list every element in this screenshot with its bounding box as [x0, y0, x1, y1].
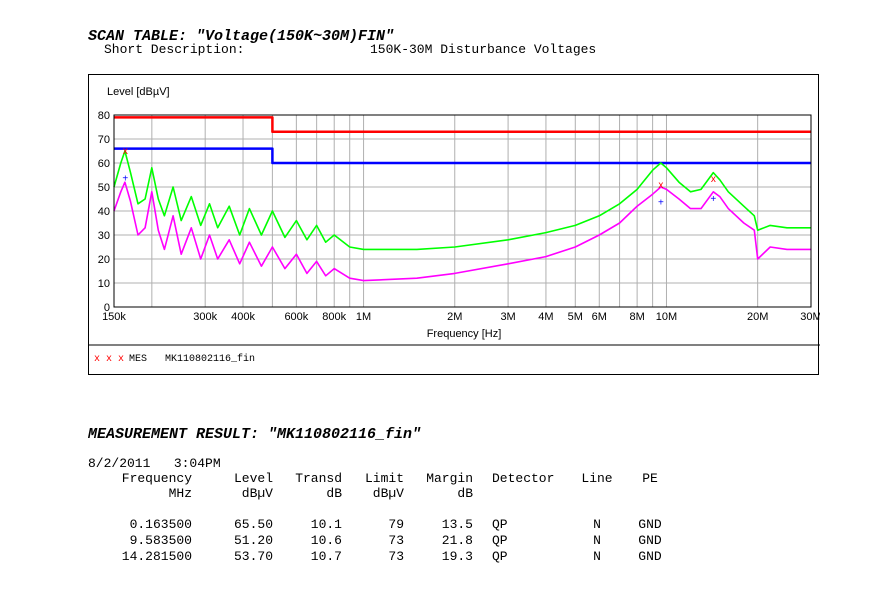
series-layer: [113, 116, 811, 282]
x-tick-label: 10M: [656, 311, 677, 323]
spectrum-trace: [113, 150, 811, 251]
table-cell: QP: [492, 549, 508, 564]
qp-marker: +: [658, 197, 664, 208]
table-cell: N: [593, 549, 601, 564]
x-axis-label: Frequency [Hz]: [427, 328, 502, 340]
table-header: Transd: [295, 471, 342, 486]
emi-spectrum-chart: x x x + + + 0 10 20 30 40 50 60 70 80 150k 300k 400k 600k…: [89, 86, 820, 365]
y-tick-label: 0: [104, 302, 110, 314]
table-cell: 51.20: [233, 533, 273, 548]
table-header-unit: dB: [457, 486, 473, 501]
table-header-unit: dB: [326, 486, 342, 501]
x-tick-label: 150k: [102, 311, 126, 323]
table-header-unit: dBµV: [372, 486, 404, 501]
table-cell: 65.50: [233, 517, 273, 532]
plot-area-border: [113, 114, 812, 308]
table-cell: 19.3: [441, 549, 473, 564]
table-cell: 9.583500: [129, 533, 192, 548]
table-cell: QP: [492, 533, 508, 548]
table-cell: GND: [638, 549, 662, 564]
table-header-unit: dBµV: [241, 486, 273, 501]
table-cell: 10.1: [310, 517, 342, 532]
measurement-datetime: 8/2/2011 3:04PM: [88, 456, 221, 471]
x-tick-label: 3M: [500, 311, 515, 323]
table-cell: N: [593, 533, 601, 548]
table-cell: 73: [388, 549, 404, 564]
peak-marker: x: [658, 180, 663, 191]
y-axis-label: Level [dBµV]: [107, 86, 170, 98]
x-tick-label: 6M: [592, 311, 607, 323]
short-description-label: Short Description:: [104, 42, 245, 57]
peak-marker: x: [711, 174, 716, 185]
table-cell: GND: [638, 517, 662, 532]
spectrum-trace: [113, 181, 811, 282]
x-tick-label: 800k: [322, 311, 346, 323]
table-header: Line: [581, 471, 613, 486]
y-tick-label: 50: [98, 182, 110, 194]
x-tick-label: 5M: [568, 311, 583, 323]
table-cell: 79: [388, 517, 404, 532]
scan-table-title: SCAN TABLE: "Voltage(150K~30M)FIN": [88, 28, 395, 45]
qp-marker: +: [710, 194, 716, 205]
limit-line: [114, 147, 811, 165]
table-cell: 73: [388, 533, 404, 548]
legend-value: MK110802116_fin: [165, 353, 255, 365]
legend-marks: x x x: [94, 354, 124, 365]
table-cell: QP: [492, 517, 508, 532]
table-cell: 10.7: [310, 549, 342, 564]
y-tick-label: 20: [98, 254, 110, 266]
table-header: Level: [233, 471, 273, 486]
grid-layer: [114, 114, 812, 308]
x-tick-label: 300k: [193, 311, 217, 323]
table-cell: 10.6: [310, 533, 342, 548]
table-header: Margin: [426, 471, 473, 486]
table-cell: 14.281500: [121, 549, 192, 564]
x-tick-label: 2M: [447, 311, 462, 323]
y-tick-label: 10: [98, 278, 110, 290]
table-cell: 21.8: [441, 533, 473, 548]
y-tick-label: 70: [98, 134, 110, 146]
short-description-value: 150K-30M Disturbance Voltages: [370, 42, 597, 57]
table-cell: N: [593, 517, 601, 532]
marker-layer: x x x + + +: [122, 146, 716, 209]
x-tick-label: 600k: [284, 311, 308, 323]
y-tick-label: 60: [98, 158, 110, 170]
y-tick-label: 40: [98, 206, 110, 218]
table-header-unit: MHz: [168, 486, 192, 501]
x-tick-label: 20M: [747, 311, 768, 323]
y-tick-label: 30: [98, 230, 110, 242]
peak-marker: x: [123, 146, 128, 157]
x-tick-label: 8M: [629, 311, 644, 323]
x-tick-label: 4M: [538, 311, 553, 323]
chart-frame: x x x + + + 0 10 20 30 40 50 60 70 80 150k 300k 400k 600k…: [88, 74, 820, 375]
table-cell: 13.5: [441, 517, 473, 532]
limit-line: [114, 116, 811, 134]
x-tick-label: 1M: [356, 311, 371, 323]
x-tick-label: 400k: [231, 311, 255, 323]
table-cell: GND: [638, 533, 662, 548]
qp-marker: +: [122, 173, 128, 184]
x-tick-label: 30M: [800, 311, 820, 323]
table-header: Limit: [364, 471, 404, 486]
y-tick-label: 80: [98, 110, 110, 122]
legend-label: MES: [129, 354, 147, 365]
table-cell: 53.70: [233, 549, 273, 564]
table-cell: 0.163500: [129, 517, 192, 532]
axis-layer: 0 10 20 30 40 50 60 70 80 150k 300k 400k 600k 800k 1M 2…: [98, 110, 820, 323]
table-header: PE: [642, 471, 658, 486]
table-header: Frequency: [121, 471, 192, 486]
measurement-result-title: MEASUREMENT RESULT: "MK110802116_fin": [88, 426, 422, 443]
table-header: Detector: [492, 471, 555, 486]
